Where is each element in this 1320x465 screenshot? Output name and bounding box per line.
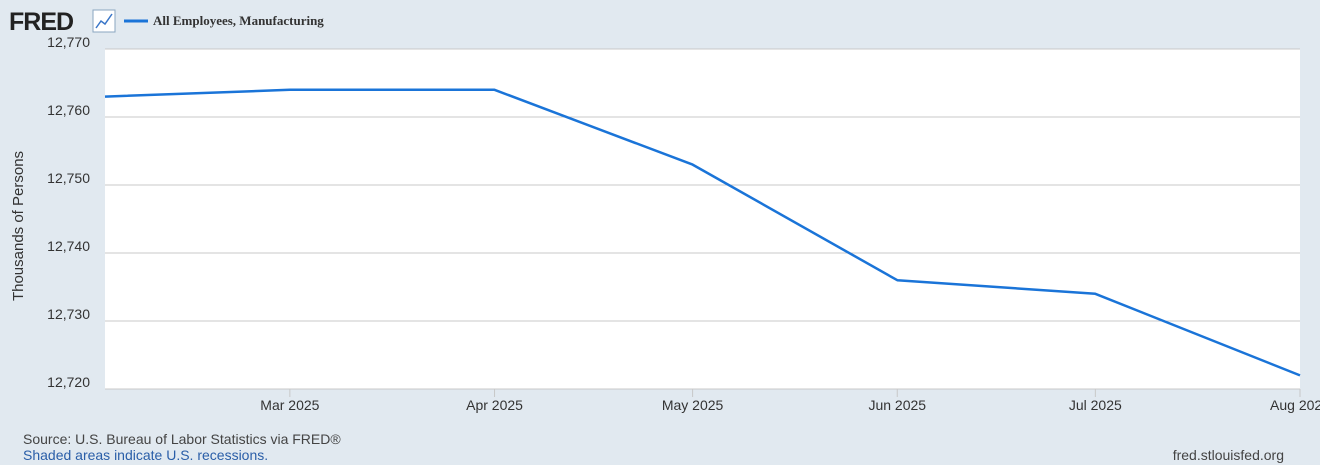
x-tick-label: Jul 2025: [1069, 397, 1122, 413]
plot-area: [105, 49, 1300, 389]
logo[interactable]: FRED: [9, 8, 74, 36]
x-tick-label: Mar 2025: [260, 397, 319, 413]
legend-label: All Employees, Manufacturing: [153, 13, 324, 28]
recession-note[interactable]: Shaded areas indicate U.S. recessions.: [23, 447, 268, 463]
y-tick-label: 12,740: [47, 238, 90, 254]
series-line: [104, 88, 1301, 377]
y-tick-label: 12,720: [47, 374, 90, 390]
y-tick-label: 12,770: [47, 34, 90, 50]
x-tick-label: Aug 2025: [1270, 397, 1320, 413]
y-axis-label: Thousands of Persons: [10, 151, 27, 301]
x-tick-label: May 2025: [662, 397, 724, 413]
x-tick-label: Apr 2025: [466, 397, 523, 413]
y-tick-label: 12,760: [47, 102, 90, 118]
y-tick-label: 12,730: [47, 306, 90, 322]
credit[interactable]: fred.stlouisfed.org: [1173, 447, 1284, 463]
source: Source: U.S. Bureau of Labor Statistics …: [23, 431, 341, 447]
x-tick-label: Jun 2025: [868, 397, 926, 413]
y-tick-label: 12,750: [47, 170, 90, 186]
logo-icon: [92, 9, 116, 33]
